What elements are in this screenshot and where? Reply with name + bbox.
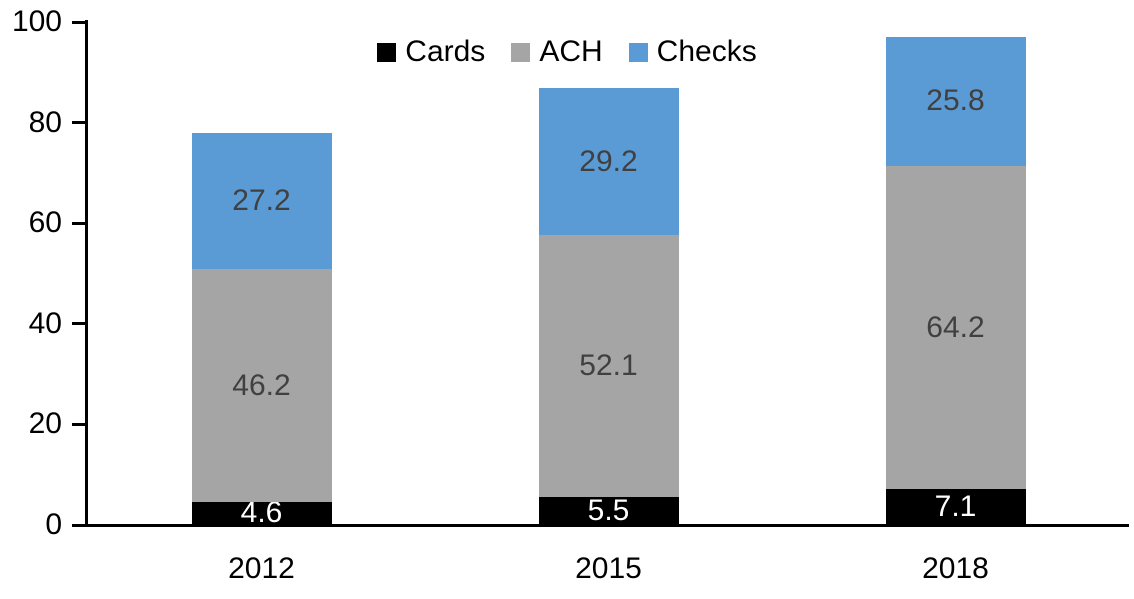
y-tick-label: 100 [11,5,62,38]
y-axis-tick [72,422,85,426]
data-label: 5.5 [587,494,630,528]
bar-segment-cards-2012: 4.6 [191,498,332,528]
bar-segment-cards-2018: 7.1 [885,489,1026,525]
data-label: 52.1 [579,349,638,383]
bar-segment-cards-2015: 5.5 [538,494,679,528]
legend: Cards ACH Checks [0,37,1134,67]
bar-segment-ach-2015: 52.1 [538,235,679,498]
y-axis-line [85,20,88,527]
legend-swatch-cards [377,42,397,62]
bar-segment-ach-2012: 46.2 [191,269,332,502]
data-label: 25.8 [926,84,985,118]
data-label: 7.1 [934,490,977,524]
bar-segment-checks-2018: 25.8 [885,36,1026,167]
legend-label: Cards [405,35,486,68]
legend-item-ach: ACH [511,35,603,68]
y-axis-tick [72,221,85,225]
y-axis-tick [72,322,85,326]
x-category-label: 2015 [575,552,642,585]
x-category-label: 2018 [922,552,989,585]
y-axis-tick [72,20,85,24]
legend-item-checks: Checks [628,35,757,68]
y-axis-tick [72,523,85,527]
data-label: 4.6 [240,496,283,530]
legend-label: ACH [539,35,603,68]
y-axis-tick [72,121,85,125]
legend-label: Checks [656,35,757,68]
x-axis-line [85,524,1129,527]
y-tick-label: 60 [28,206,62,240]
y-tick-label: 20 [28,407,62,441]
bar-segment-checks-2012: 27.2 [191,132,332,270]
legend-swatch-checks [628,42,648,62]
y-tick-label: 0 [45,508,62,541]
data-label: 29.2 [579,144,638,178]
y-tick-label: 40 [28,306,62,340]
y-tick-label: 80 [28,105,62,139]
data-label: 46.2 [232,368,291,402]
x-category-label: 2012 [228,552,295,585]
bar-segment-checks-2015: 29.2 [538,88,679,236]
data-label: 27.2 [232,184,291,218]
bar-segment-ach-2018: 64.2 [885,166,1026,490]
legend-swatch-ach [511,42,531,62]
legend-item-cards: Cards [377,37,485,67]
data-label: 64.2 [926,310,985,344]
